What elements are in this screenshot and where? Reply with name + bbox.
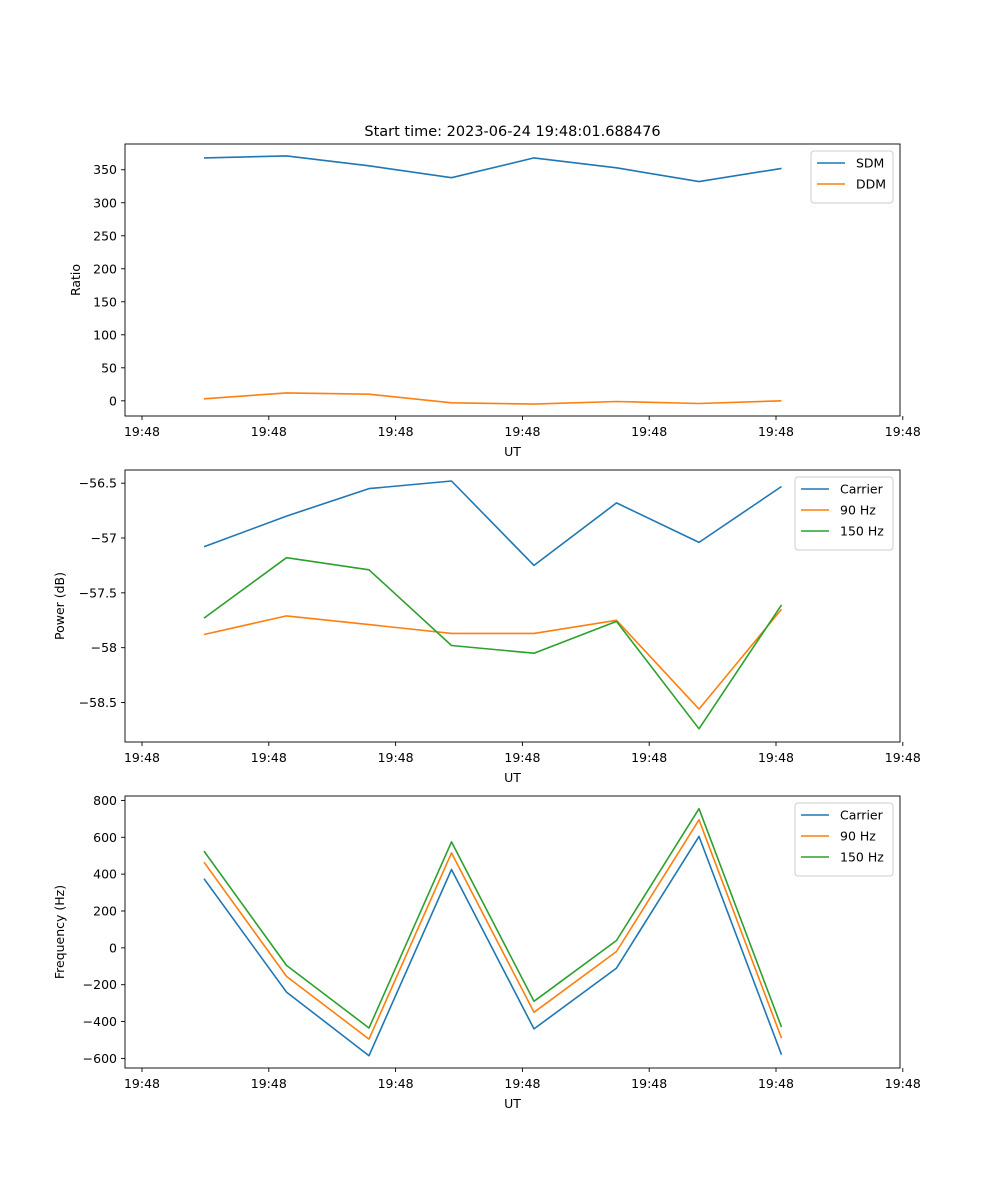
chart-panel-1: 19:4819:4819:4819:4819:4819:4819:4819:49… (68, 143, 921, 459)
x-axis-label: UT (504, 770, 521, 785)
axes-frame (124, 795, 901, 1069)
x-tick-label: 19:48 (758, 750, 794, 765)
chart-panel-2: 19:4819:4819:4819:4819:4819:4819:4819:49… (52, 469, 921, 785)
x-tick-label: 19:48 (251, 1076, 287, 1091)
x-tick-label: 19:48 (504, 750, 540, 765)
y-axis-label: Ratio (68, 264, 83, 296)
y-tick-label: 800 (93, 793, 117, 808)
y-tick-label: −58 (91, 640, 117, 655)
y-tick-label: −57.5 (79, 585, 117, 600)
x-tick-label: 19:48 (885, 424, 921, 439)
legend-box (810, 150, 894, 204)
y-tick-label: 400 (93, 867, 117, 882)
y-tick-label: −56.5 (79, 476, 117, 491)
x-tick-label: 19:48 (758, 424, 794, 439)
x-tick-label: 19:48 (124, 424, 160, 439)
x-tick-label: 19:48 (124, 1076, 160, 1091)
x-tick-label: 19:48 (504, 1076, 540, 1091)
y-tick-label: −400 (83, 1014, 117, 1029)
chart-panel-3: 19:4819:4819:4819:4819:4819:4819:4819:49… (52, 793, 921, 1111)
series-line-150-hz (203, 556, 783, 730)
y-tick-label: −58.5 (79, 695, 117, 710)
y-axis-label: Frequency (Hz) (52, 885, 67, 979)
x-tick-label: 19:48 (631, 424, 667, 439)
y-tick-label: 150 (93, 294, 117, 309)
figure-title: Start time: 2023-06-24 19:48:01.688476 (364, 124, 660, 140)
legend-label: SDM (856, 156, 884, 171)
x-tick-label: 19:48 (504, 424, 540, 439)
series-line-sdm (203, 155, 782, 183)
y-tick-label: 600 (93, 830, 117, 845)
legend-label: 150 Hz (840, 524, 884, 539)
y-tick-label: 300 (93, 195, 117, 210)
x-tick-label: 19:48 (758, 1076, 794, 1091)
y-tick-label: −57 (91, 531, 117, 546)
legend-label: Carrier (840, 482, 884, 497)
x-tick-label: 19:48 (631, 1076, 667, 1091)
x-axis-label: UT (504, 444, 521, 459)
y-axis-label: Power (dB) (52, 572, 67, 640)
x-tick-label: 19:48 (251, 424, 287, 439)
x-tick-label: 19:48 (378, 424, 414, 439)
series-line-90-hz (203, 608, 783, 710)
y-tick-label: 50 (101, 360, 117, 375)
y-tick-label: −600 (83, 1051, 117, 1066)
series-line-carrier (203, 835, 783, 1057)
legend-label: DDM (856, 177, 886, 192)
series-line-90-hz (203, 818, 783, 1040)
axes-frame (124, 469, 901, 743)
charts-container: 19:4819:4819:4819:4819:4819:4819:4819:49… (52, 143, 921, 1111)
x-tick-label: 19:48 (885, 1076, 921, 1091)
y-tick-label: 200 (93, 903, 117, 918)
x-tick-label: 19:48 (885, 750, 921, 765)
x-tick-label: 19:48 (378, 750, 414, 765)
y-tick-label: 100 (93, 327, 117, 342)
series-line-150-hz (203, 807, 783, 1029)
x-tick-label: 19:48 (378, 1076, 414, 1091)
axes-frame (124, 143, 901, 417)
y-tick-label: 250 (93, 228, 117, 243)
legend-label: 150 Hz (840, 850, 884, 865)
series-line-ddm (203, 392, 782, 405)
y-tick-label: 200 (93, 261, 117, 276)
x-tick-label: 19:48 (124, 750, 160, 765)
legend-label: 90 Hz (840, 829, 876, 844)
x-tick-label: 19:48 (631, 750, 667, 765)
x-tick-label: 19:48 (251, 750, 287, 765)
y-tick-label: 350 (93, 162, 117, 177)
y-tick-label: 0 (109, 393, 117, 408)
legend-label: Carrier (840, 808, 884, 823)
y-tick-label: −200 (83, 977, 117, 992)
series-line-carrier (203, 480, 782, 567)
x-axis-label: UT (504, 1096, 521, 1111)
legend-label: 90 Hz (840, 503, 876, 518)
y-tick-label: 0 (109, 940, 117, 955)
